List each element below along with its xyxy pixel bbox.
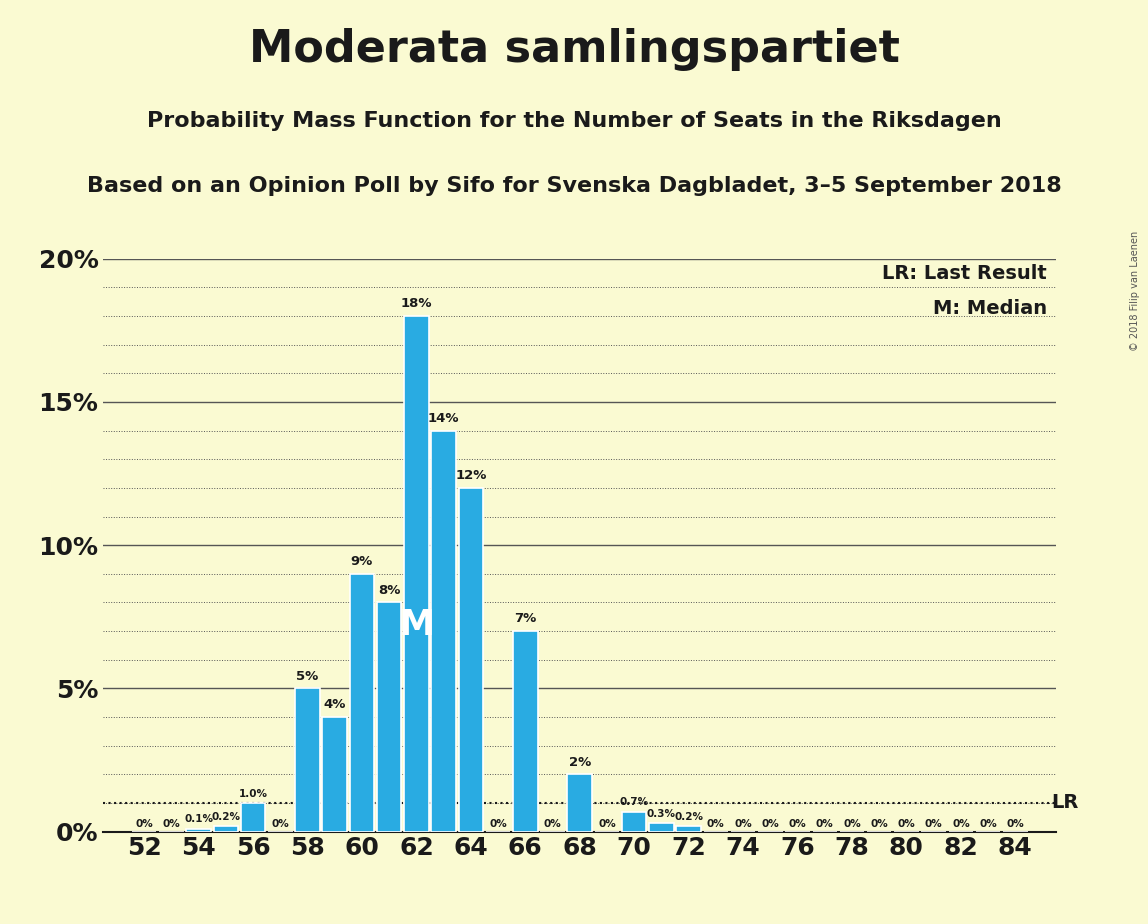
Text: 9%: 9% <box>351 555 373 568</box>
Text: 1.0%: 1.0% <box>239 789 267 798</box>
Text: 0%: 0% <box>271 820 289 830</box>
Text: 0%: 0% <box>870 820 889 830</box>
Text: 0%: 0% <box>952 820 970 830</box>
Text: Probability Mass Function for the Number of Seats in the Riksdagen: Probability Mass Function for the Number… <box>147 111 1001 131</box>
Text: 0%: 0% <box>925 820 943 830</box>
Text: M: Median: M: Median <box>932 298 1047 318</box>
Bar <box>377 602 402 832</box>
Text: M: M <box>398 608 434 642</box>
Bar <box>214 826 238 832</box>
Text: 0%: 0% <box>735 820 752 830</box>
Text: 8%: 8% <box>378 584 401 597</box>
Bar <box>323 717 347 832</box>
Text: 0.2%: 0.2% <box>211 811 240 821</box>
Text: 0%: 0% <box>135 820 153 830</box>
Bar <box>350 574 374 832</box>
Text: 0%: 0% <box>816 820 833 830</box>
Bar <box>295 688 320 832</box>
Text: LR: LR <box>1052 794 1079 812</box>
Text: 0%: 0% <box>598 820 615 830</box>
Text: 0%: 0% <box>1007 820 1024 830</box>
Text: 2%: 2% <box>568 756 591 769</box>
Text: Moderata samlingspartiet: Moderata samlingspartiet <box>249 28 899 71</box>
Text: © 2018 Filip van Laenen: © 2018 Filip van Laenen <box>1130 231 1140 351</box>
Bar <box>676 826 701 832</box>
Text: 5%: 5% <box>296 670 319 683</box>
Text: LR: Last Result: LR: Last Result <box>882 264 1047 284</box>
Text: 0.7%: 0.7% <box>620 797 649 808</box>
Bar <box>404 316 428 832</box>
Text: 7%: 7% <box>514 613 536 626</box>
Bar <box>241 803 265 832</box>
Text: 0%: 0% <box>898 820 915 830</box>
Text: 0.2%: 0.2% <box>674 811 703 821</box>
Bar <box>567 774 592 832</box>
Bar <box>622 811 646 832</box>
Text: 0%: 0% <box>979 820 996 830</box>
Bar <box>432 431 456 832</box>
Text: 4%: 4% <box>324 699 346 711</box>
Text: 0%: 0% <box>489 820 507 830</box>
Bar <box>513 631 537 832</box>
Text: 0.1%: 0.1% <box>184 814 214 824</box>
Text: 12%: 12% <box>455 469 487 482</box>
Text: 0.3%: 0.3% <box>647 808 676 819</box>
Text: 0%: 0% <box>789 820 806 830</box>
Bar <box>186 829 211 832</box>
Text: 18%: 18% <box>401 298 432 310</box>
Text: 0%: 0% <box>843 820 861 830</box>
Bar <box>649 823 674 832</box>
Text: 0%: 0% <box>761 820 779 830</box>
Text: 0%: 0% <box>707 820 724 830</box>
Text: Based on an Opinion Poll by Sifo for Svenska Dagbladet, 3–5 September 2018: Based on an Opinion Poll by Sifo for Sve… <box>86 176 1062 196</box>
Bar <box>458 488 483 832</box>
Text: 14%: 14% <box>428 412 459 425</box>
Text: 0%: 0% <box>163 820 180 830</box>
Text: 0%: 0% <box>544 820 561 830</box>
